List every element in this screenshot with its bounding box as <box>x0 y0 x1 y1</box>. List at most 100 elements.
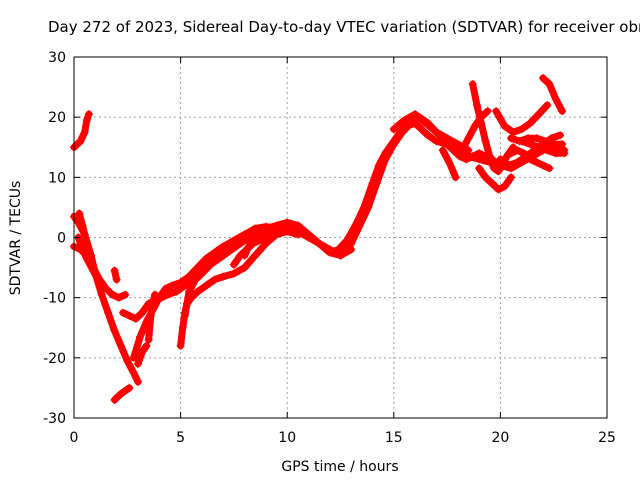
data-point <box>76 137 85 146</box>
data-point <box>129 368 138 377</box>
data-point <box>481 137 490 146</box>
y-tick-label: -20 <box>43 351 66 367</box>
data-point <box>214 254 223 263</box>
data-point <box>95 278 104 287</box>
data-point <box>123 356 132 365</box>
data-point <box>219 242 228 251</box>
data-point <box>206 260 215 269</box>
data-point <box>133 377 142 386</box>
data-point <box>210 248 219 257</box>
data-point <box>255 227 264 236</box>
x-axis-label: GPS time / hours <box>281 459 398 475</box>
data-point <box>112 275 121 284</box>
data-point <box>507 173 516 182</box>
data-point <box>193 287 202 296</box>
data-point <box>82 116 91 125</box>
data-point <box>148 299 157 308</box>
data-point <box>545 80 554 89</box>
data-point <box>176 341 185 350</box>
data-point <box>513 146 522 155</box>
data-point <box>82 254 91 263</box>
data-point <box>464 134 473 143</box>
data-point <box>438 146 447 155</box>
data-point <box>526 155 535 164</box>
data-point <box>355 221 364 230</box>
data-point <box>244 242 253 251</box>
data-point <box>75 209 84 218</box>
data-point <box>138 308 147 317</box>
data-point <box>504 161 513 170</box>
data-point <box>411 110 420 119</box>
data-point <box>89 266 98 275</box>
data-point <box>494 185 503 194</box>
data-point <box>80 128 89 137</box>
data-point <box>532 158 541 167</box>
data-point <box>445 158 454 167</box>
data-point <box>325 248 334 257</box>
data-point <box>315 239 324 248</box>
data-point <box>304 233 313 242</box>
data-point <box>223 248 232 257</box>
data-point <box>417 125 426 134</box>
data-point <box>468 152 477 161</box>
data-point <box>229 269 238 278</box>
data-point <box>551 95 560 104</box>
data-point <box>176 278 185 287</box>
data-point <box>133 359 142 368</box>
y-tick-label: 20 <box>48 110 66 126</box>
data-point <box>251 251 260 260</box>
x-tick-label: 0 <box>70 430 79 446</box>
data-point <box>470 122 479 131</box>
data-point <box>119 308 128 317</box>
data-point <box>556 131 565 140</box>
data-point <box>80 230 89 239</box>
data-point <box>229 260 238 269</box>
data-point <box>534 143 543 152</box>
data-point <box>202 254 211 263</box>
data-point <box>539 161 548 170</box>
chart-title: Day 272 of 2023, Sidereal Day-to-day VTE… <box>48 18 640 36</box>
data-point <box>468 80 477 89</box>
data-point <box>101 284 110 293</box>
data-point <box>121 290 130 299</box>
data-point <box>500 122 509 131</box>
data-point <box>240 251 249 260</box>
data-series-10 <box>145 291 159 344</box>
data-point <box>151 290 160 299</box>
data-point <box>125 383 134 392</box>
data-point <box>519 149 528 158</box>
data-point <box>219 272 228 281</box>
data-point <box>487 179 496 188</box>
data-point <box>161 284 170 293</box>
data-point <box>104 308 113 317</box>
data-point <box>136 332 145 341</box>
data-point <box>131 314 140 323</box>
data-point <box>400 116 409 125</box>
data-point <box>138 347 147 356</box>
data-point <box>477 119 486 128</box>
data-point <box>193 263 202 272</box>
data-point <box>423 131 432 140</box>
data-point <box>185 272 194 281</box>
data-point <box>364 203 373 212</box>
data-point <box>543 101 552 110</box>
data-point <box>191 275 200 284</box>
data-point <box>293 230 302 239</box>
data-point <box>178 323 187 332</box>
data-point <box>283 227 292 236</box>
data-point <box>110 395 119 404</box>
data-point <box>483 107 492 116</box>
data-point <box>129 353 138 362</box>
data-point <box>558 107 567 116</box>
y-tick-label: 10 <box>48 170 66 186</box>
data-point <box>168 281 177 290</box>
data-point <box>490 164 499 173</box>
y-axis-label: SDTVAR / TECUs <box>8 181 24 296</box>
data-point <box>347 245 356 254</box>
data-point <box>558 140 567 149</box>
data-point <box>492 107 501 116</box>
data-point <box>475 149 484 158</box>
data-point <box>455 152 464 161</box>
data-point <box>232 242 241 251</box>
data-point <box>84 110 93 119</box>
